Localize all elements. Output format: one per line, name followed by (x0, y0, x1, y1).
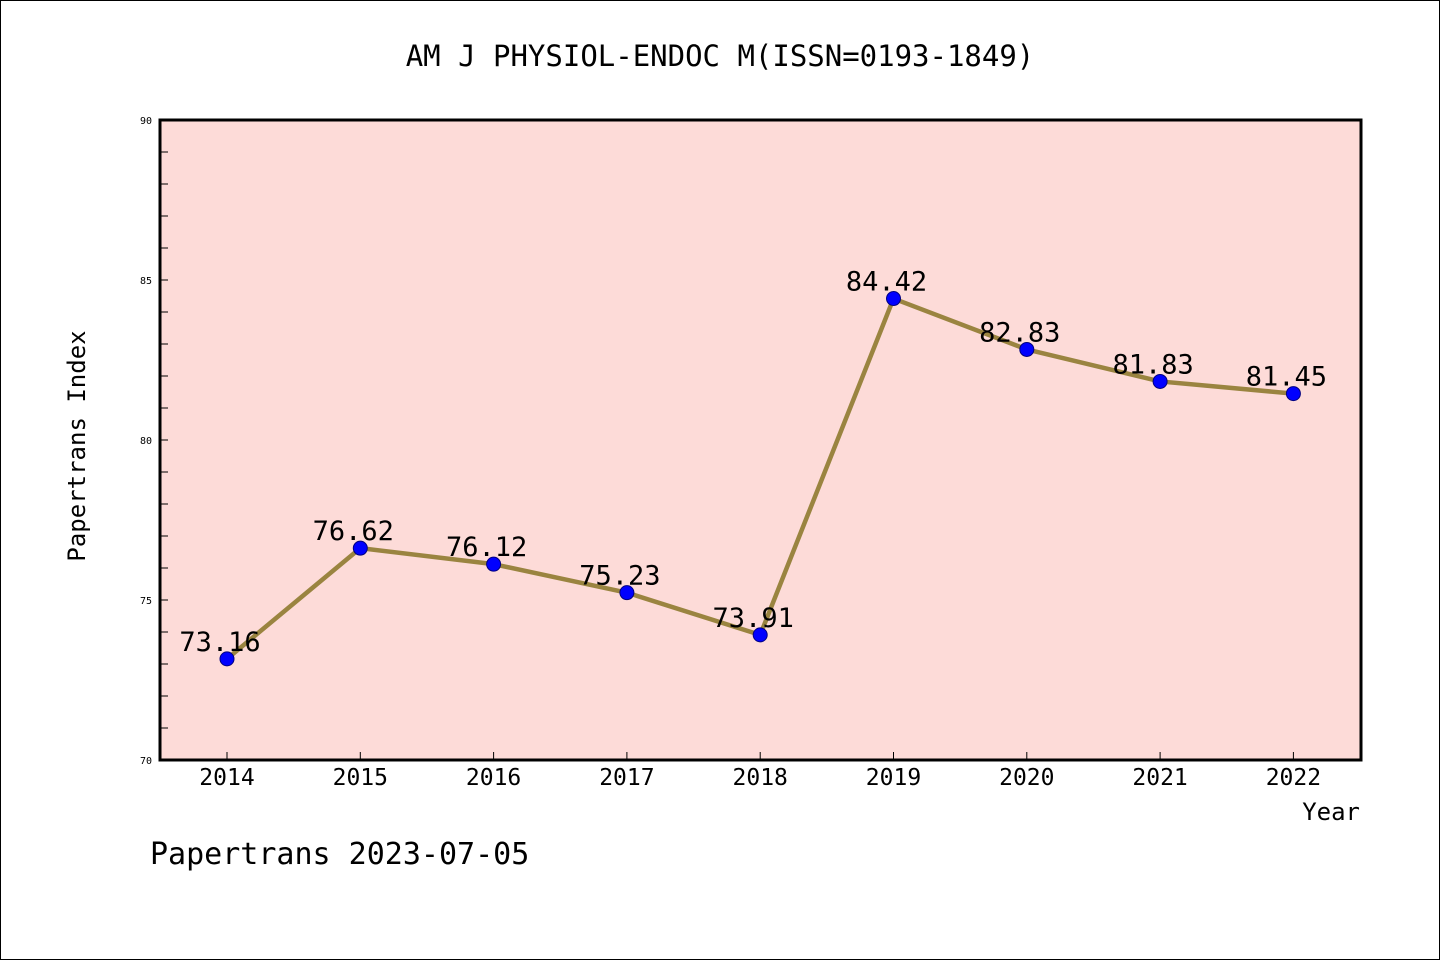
x-tick-label: 2020 (999, 765, 1054, 791)
data-label: 76.12 (446, 532, 527, 563)
series: 73.16 76.62 76.12 75.23 73.91 84.42 82.83 81.83… (179, 267, 1327, 667)
plot-area (158, 118, 1363, 762)
x-tick-label: 2016 (466, 765, 521, 791)
data-point (886, 291, 901, 307)
x-tick-label: 2021 (1132, 765, 1187, 791)
data-label: 73.16 (179, 627, 260, 658)
data-point (1152, 373, 1168, 389)
data-label: 75.23 (579, 561, 660, 592)
y-tick-label: 80 (140, 436, 152, 447)
data-point (619, 585, 635, 601)
x-axis-label: Year (1302, 798, 1360, 826)
y-tick-label: 85 (140, 276, 152, 287)
y-axis: 70 75 80 85 90 (140, 116, 168, 767)
data-point (219, 651, 235, 667)
data-point (1285, 386, 1301, 402)
data-point (752, 627, 768, 643)
data-point (1019, 341, 1035, 357)
x-tick-label: 2018 (733, 765, 788, 791)
x-tick-label: 2022 (1266, 765, 1321, 791)
y-tick-label: 70 (140, 756, 152, 767)
y-axis-label: Papertrans Index (63, 330, 91, 561)
data-point (352, 540, 368, 556)
x-tick-label: 2019 (866, 765, 921, 791)
chart-title: AM J PHYSIOL-ENDOC M(ISSN=0193-1849) (406, 39, 1035, 73)
y-tick-label: 75 (140, 596, 152, 607)
watermark-text: Papertrans 2023-07-05 (150, 837, 529, 872)
x-tick-label: 2017 (599, 765, 654, 791)
x-tick-label: 2015 (333, 765, 388, 791)
x-tick-label: 2014 (199, 765, 254, 791)
data-label: 76.62 (313, 516, 394, 547)
data-label: 82.83 (979, 317, 1060, 348)
data-label: 73.91 (713, 603, 794, 634)
data-label: 84.42 (846, 267, 927, 298)
data-label: 81.45 (1246, 362, 1327, 393)
x-axis: 2014 2015 2016 2017 2018 2019 2020 2021 2022 (199, 752, 1321, 791)
data-point (486, 556, 502, 572)
data-label: 81.83 (1112, 349, 1193, 380)
y-tick-label: 90 (140, 116, 152, 127)
